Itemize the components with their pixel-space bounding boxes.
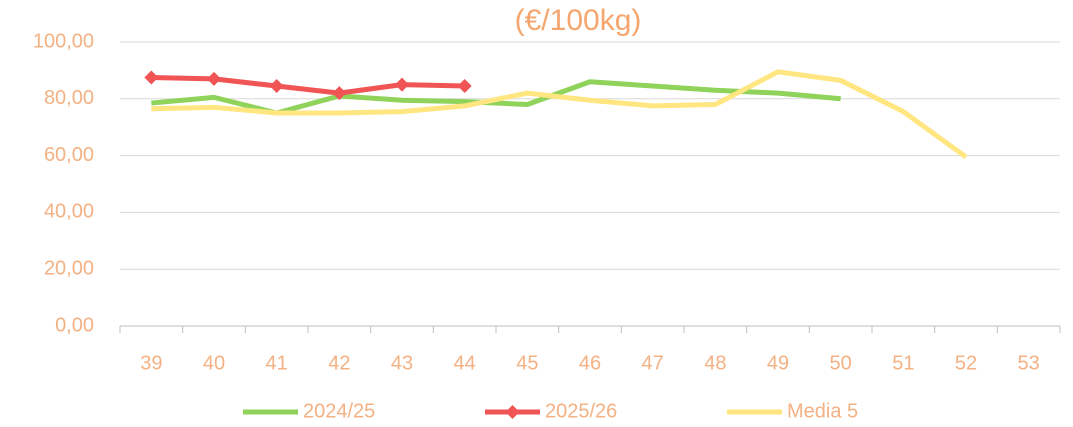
series-line xyxy=(151,75,465,96)
x-tick-label: 47 xyxy=(642,352,664,374)
series-line xyxy=(151,69,968,160)
y-tick-label: 20,00 xyxy=(44,257,94,279)
legend-label: 2024/25 xyxy=(303,400,375,422)
x-tick-label: 45 xyxy=(516,352,538,374)
y-tick-label: 60,00 xyxy=(44,144,94,166)
x-tick-label: 41 xyxy=(266,352,288,374)
y-tick-label: 100,00 xyxy=(33,30,94,52)
legend-marker xyxy=(505,405,520,419)
x-tick-label: 48 xyxy=(704,352,726,374)
point-marker xyxy=(395,77,409,92)
x-tick-label: 51 xyxy=(892,352,914,374)
x-tick-label: 42 xyxy=(328,352,350,374)
point-marker xyxy=(207,71,221,86)
x-tick-label: 43 xyxy=(391,352,413,374)
y-tick-label: 80,00 xyxy=(44,87,94,109)
legend-label: 2025/26 xyxy=(545,400,617,422)
point-marker xyxy=(457,79,472,94)
point-marker xyxy=(144,70,159,85)
x-tick-label: 52 xyxy=(955,352,977,374)
y-tick-label: 40,00 xyxy=(44,201,94,223)
x-tick-label: 39 xyxy=(140,352,162,374)
x-tick-label: 53 xyxy=(1018,352,1040,374)
x-tick-label: 46 xyxy=(579,352,601,374)
y-tick-label: 0,00 xyxy=(55,314,94,336)
chart-title: (€/100kg) xyxy=(515,4,642,37)
x-tick-label: 49 xyxy=(767,352,789,374)
legend-label: Media 5 xyxy=(787,400,858,422)
x-tick-label: 40 xyxy=(203,352,225,374)
x-tick-label: 50 xyxy=(830,352,852,374)
point-marker xyxy=(332,86,347,101)
x-tick-label: 44 xyxy=(454,352,476,374)
point-marker xyxy=(269,79,284,94)
